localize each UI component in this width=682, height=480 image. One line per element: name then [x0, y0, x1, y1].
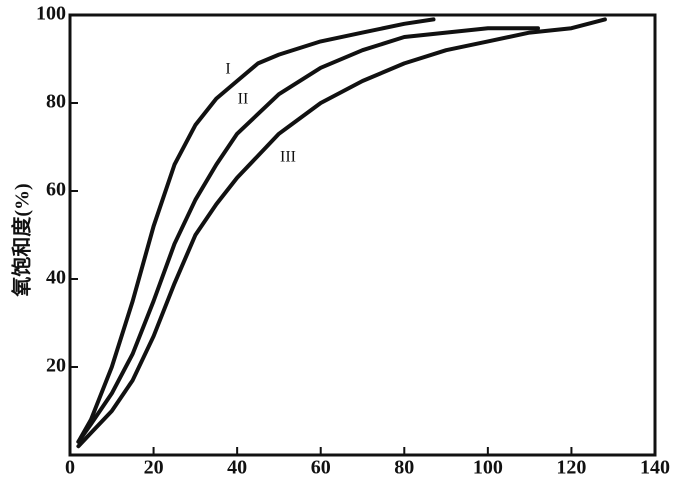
x-tick-label: 140 [640, 457, 670, 479]
curve [76, 17, 436, 444]
y-tick-label: 40 [46, 267, 66, 289]
x-tick-label: 60 [311, 457, 331, 479]
y-tick-label: 100 [36, 3, 66, 25]
series-label: II [238, 91, 249, 108]
x-tick-label: 20 [144, 457, 164, 479]
x-tick-label: 40 [227, 457, 247, 479]
x-tick-label: 80 [394, 457, 414, 479]
y-tick-label: 60 [46, 179, 66, 201]
x-tick-label: 0 [65, 457, 75, 479]
y-tick-label: 80 [46, 91, 66, 113]
x-tick-label: 120 [556, 457, 586, 479]
plot-frame [68, 13, 657, 457]
series-label: I [225, 61, 230, 78]
curve [76, 17, 607, 449]
y-tick-label: 20 [46, 355, 66, 377]
curve [76, 26, 540, 444]
x-tick-label: 100 [473, 457, 503, 479]
y-axis-label: 氧饱和度(%) [10, 183, 34, 297]
series-label: III [280, 149, 296, 166]
